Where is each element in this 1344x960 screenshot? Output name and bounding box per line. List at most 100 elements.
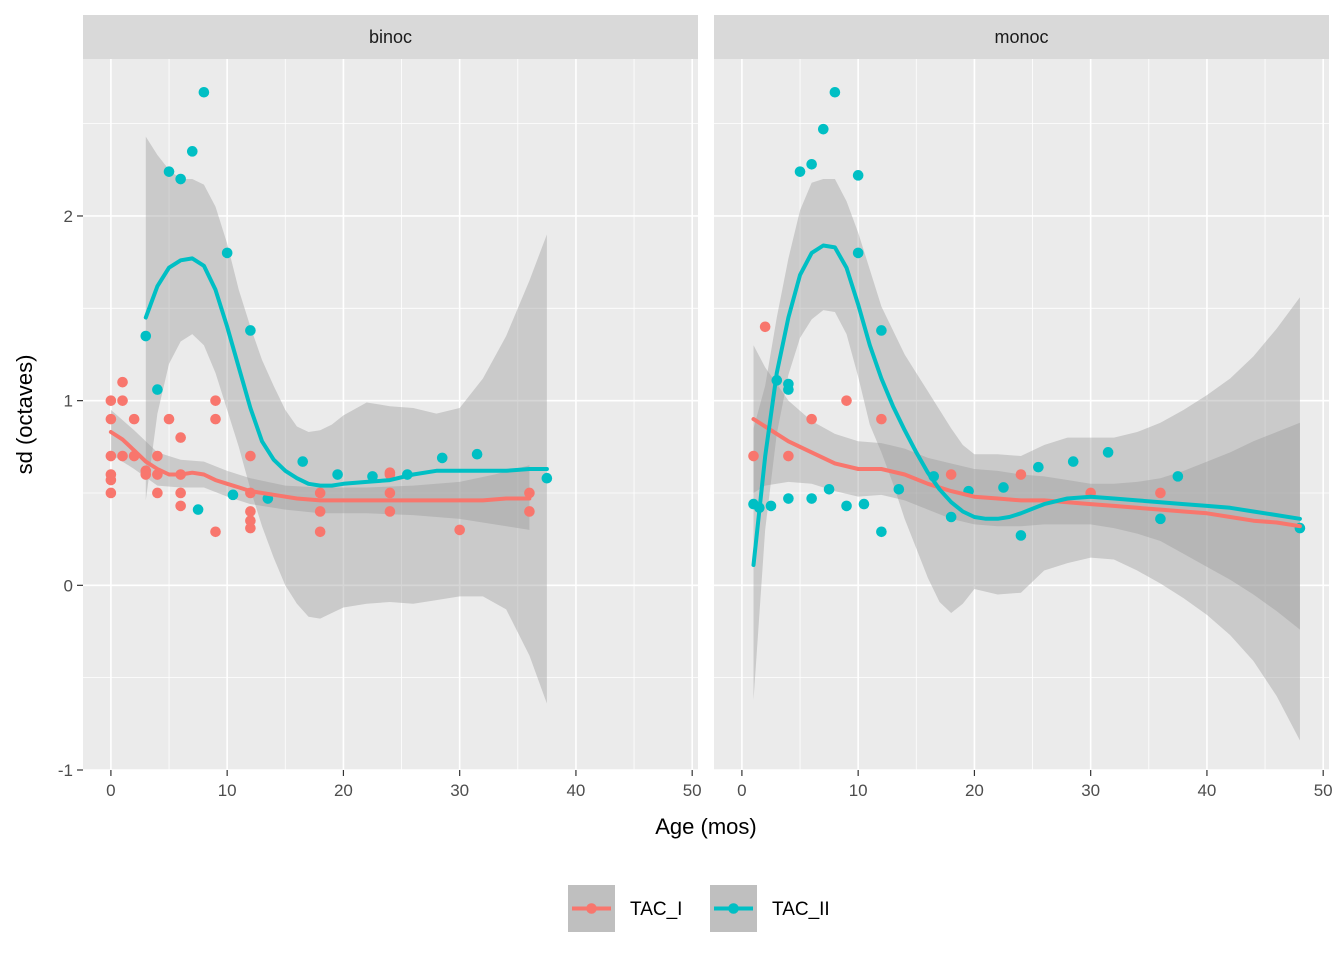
legend-label: TAC_II — [772, 899, 830, 920]
facet-panel-monoc: monoc 0 10 20 30 40 50 — [714, 15, 1333, 800]
x-tick-label: 50 — [683, 781, 702, 800]
data-point-tac_ii — [1102, 447, 1114, 458]
data-point-tac_ii — [1015, 530, 1027, 541]
data-point-tac_ii — [945, 511, 957, 523]
data-point-tac_i — [314, 506, 326, 517]
data-point-tac_ii — [367, 471, 378, 482]
facet-strip — [714, 15, 1329, 59]
confidence-band-tac_ii — [145, 136, 547, 704]
data-point-tac_i — [105, 413, 117, 425]
data-point-tac_ii — [893, 483, 905, 495]
data-point-tac_ii — [852, 247, 864, 259]
data-point-tac_i — [748, 450, 759, 462]
data-point-tac_i — [175, 432, 186, 443]
data-point-tac_ii — [823, 483, 835, 495]
data-point-tac_i — [524, 506, 535, 517]
y-tick-label: 1 — [64, 392, 73, 411]
data-point-tac_ii — [332, 469, 343, 480]
data-point-tac_i — [806, 413, 817, 425]
y-axis-title: sd (octaves) — [12, 355, 37, 475]
facet-panel-binoc: binoc 0 10 20 30 40 50 -1 0 1 2 — [58, 15, 702, 800]
data-point-tac_i — [314, 526, 326, 538]
x-tick-label: 0 — [106, 781, 115, 800]
data-point-tac_ii — [783, 384, 794, 395]
data-point-tac_i — [117, 376, 128, 388]
data-point-tac_i — [163, 413, 175, 425]
data-point-tac_i — [314, 487, 326, 499]
y-tick-label: 0 — [64, 576, 73, 595]
y-tick-label: -1 — [58, 761, 73, 780]
data-point-tac_ii — [876, 325, 887, 336]
data-point-tac_i — [245, 450, 256, 462]
confidence-band-tac_i — [753, 345, 1300, 630]
data-point-tac_ii — [471, 448, 483, 460]
smooth-line-tac_ii — [143, 256, 549, 488]
x-tick-label: 30 — [450, 781, 469, 800]
data-point-tac_i — [384, 506, 396, 517]
data-point-tac_ii — [794, 166, 806, 177]
x-tick-label: 10 — [218, 781, 237, 800]
legend-key-point — [728, 903, 739, 914]
x-tick-label: 30 — [1081, 781, 1100, 800]
data-point-tac_i — [210, 395, 221, 406]
data-point-tac_i — [175, 487, 186, 499]
data-point-tac_i — [876, 413, 887, 425]
data-point-tac_i — [140, 465, 152, 477]
data-point-tac_i — [105, 474, 117, 486]
data-point-tac_ii — [858, 498, 870, 510]
data-point-tac_ii — [163, 166, 175, 177]
data-point-tac_i — [152, 450, 163, 462]
data-point-tac_ii — [140, 330, 152, 342]
x-tick-label: 10 — [849, 781, 868, 800]
data-point-tac_ii — [783, 493, 794, 504]
x-tick-label: 40 — [1197, 781, 1216, 800]
data-point-tac_ii — [245, 325, 256, 336]
data-point-tac_i — [210, 413, 221, 425]
data-point-tac_ii — [227, 489, 239, 501]
smooth-line-tac_i — [108, 430, 532, 503]
data-point-tac_ii — [998, 482, 1009, 493]
facet-strip — [83, 15, 698, 59]
data-point-tac_i — [841, 395, 852, 406]
legend-item-tac_ii: TAC_II — [710, 885, 830, 932]
data-point-tac_ii — [1033, 461, 1044, 473]
x-tick-label: 20 — [334, 781, 353, 800]
data-point-tac_ii — [1067, 456, 1079, 467]
data-point-tac_ii — [436, 452, 448, 464]
data-point-tac_i — [117, 450, 128, 462]
data-point-tac_ii — [198, 86, 210, 98]
x-tick-label: 0 — [737, 781, 746, 800]
data-point-tac_i — [117, 395, 128, 406]
panel-background — [714, 59, 1329, 770]
legend-item-tac_i: TAC_I — [568, 885, 682, 932]
data-point-tac_i — [210, 526, 221, 538]
data-point-tac_i — [128, 413, 140, 425]
data-point-tac_ii — [152, 384, 163, 395]
data-point-tac_i — [759, 321, 771, 333]
data-point-tac_i — [245, 515, 256, 526]
x-tick-label: 40 — [566, 781, 585, 800]
data-point-tac_ii — [841, 500, 852, 512]
data-point-tac_i — [1155, 487, 1166, 499]
data-point-tac_i — [384, 469, 396, 480]
legend-key-point — [586, 903, 597, 914]
data-point-tac_ii — [186, 146, 198, 157]
data-point-tac_ii — [221, 247, 233, 259]
data-point-tac_i — [783, 450, 794, 462]
data-point-tac_i — [245, 522, 256, 534]
data-point-tac_i — [105, 450, 117, 462]
data-point-tac_ii — [817, 123, 829, 135]
data-point-tac_i — [152, 487, 163, 499]
data-point-tac_ii — [829, 86, 841, 98]
data-point-tac_i — [384, 487, 396, 499]
x-tick-label: 20 — [965, 781, 984, 800]
data-point-tac_i — [454, 524, 465, 536]
data-point-tac_i — [105, 487, 117, 499]
data-point-tac_ii — [541, 472, 553, 484]
data-point-tac_ii — [806, 493, 817, 504]
facet-strip-label: monoc — [994, 27, 1048, 47]
confidence-band-tac_ii — [753, 179, 1300, 741]
legend-label: TAC_I — [630, 899, 682, 920]
legend: TAC_I TAC_II — [568, 885, 830, 932]
data-point-tac_ii — [765, 500, 777, 512]
